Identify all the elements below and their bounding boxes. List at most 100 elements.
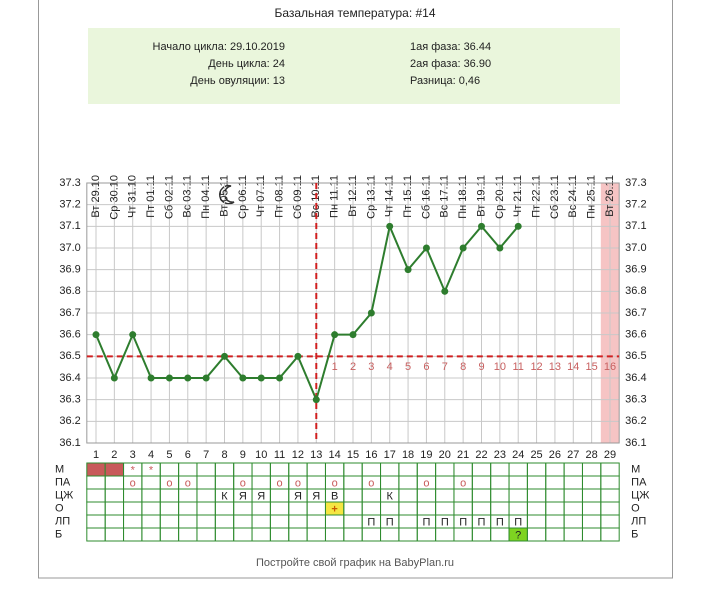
y-tick-label: 37.3 [59,177,80,189]
x-tick-label: Вс 24.11 [567,175,579,218]
y2-tick-label: 37.3 [625,177,646,189]
table-cell-text: o [130,477,136,489]
x-tick-label: Сб 23.11 [549,175,561,219]
table-cell-text: o [368,477,374,489]
row-label: О [55,502,64,514]
chart-title: Базальная температура: #14 [274,6,435,20]
x-tick-label: Вт 19.11 [475,175,487,217]
x-tick-label: Сб 02.11 [163,175,175,219]
day-number: 2 [111,449,117,461]
row-label-right: О [631,502,640,514]
footer: Постройте свой график на BabyPlan.ru [256,557,454,569]
x-tick-label: Вс 03.11 [182,175,194,218]
y-tick-label: 36.4 [59,372,80,384]
info-left: Начало цикла: 29.10.2019 [153,41,285,53]
day-number: 17 [384,449,396,461]
table-cell-text: П [367,516,375,528]
y-tick-label: 36.3 [59,394,80,406]
temperature-point [202,374,210,382]
y2-tick-label: 36.4 [625,372,646,384]
table-cell-text: ? [515,529,521,541]
x-tick-label: Пн 11.11 [329,175,341,218]
y2-tick-label: 37.2 [625,199,646,211]
x-tick-label: Вт 26.11 [604,175,616,217]
temperature-point [221,352,228,360]
y2-tick-label: 36.3 [625,394,646,406]
y2-tick-label: 36.6 [625,329,646,341]
row-label: М [55,463,64,475]
info-right: 2ая фаза: 36.90 [410,58,491,70]
table-cell-text: + [331,503,337,515]
table-cell-text: Я [239,490,247,502]
day-number: 25 [530,449,542,461]
table-cell-text: П [386,516,394,528]
y2-tick-label: 36.5 [625,350,646,362]
post-ovulation-day: 2 [350,361,356,373]
row-label-right: ЦЖ [631,489,649,501]
temperature-point [514,222,522,230]
post-ovulation-day: 10 [494,361,506,373]
table-cell [86,462,106,477]
post-ovulation-day: 14 [567,361,579,373]
x-tick-label: Пт 22.11 [530,175,542,218]
post-ovulation-day: 8 [460,361,466,373]
x-tick-label: Вт 29.10 [90,175,102,218]
temperature-point [404,266,412,274]
table-cell-text: П [496,516,504,528]
day-number: 6 [185,449,191,461]
x-tick-label: Сб 09.11 [292,175,304,219]
day-number: 3 [130,449,136,461]
row-label: Б [55,528,62,540]
post-ovulation-day: 1 [332,361,338,373]
day-number: 22 [475,449,487,461]
temperature-point [129,331,137,339]
day-number: 14 [329,449,341,461]
y-tick-label: 36.2 [59,415,80,427]
temperature-point [184,374,192,382]
y-tick-label: 36.6 [59,329,80,341]
temperature-point [294,352,302,360]
x-tick-label: Ср 06.11 [237,175,249,219]
x-tick-label: Ср 30.10 [108,175,120,220]
day-number: 26 [549,449,561,461]
x-tick-label: Пт 08.11 [273,175,285,218]
x-tick-label: Чт 07.11 [255,175,267,217]
y-tick-label: 37.0 [59,242,80,254]
table-cell-text: В [331,490,338,502]
row-label-right: М [631,463,640,475]
table-cell [600,527,620,542]
temperature-point [276,374,284,382]
post-ovulation-day: 5 [405,361,411,373]
day-number: 24 [512,449,524,461]
x-tick-label: Вт 05.11 [218,175,230,217]
y2-tick-label: 36.1 [625,437,646,449]
x-tick-label: Пн 18.11 [457,175,469,219]
day-number: 21 [457,449,469,461]
x-tick-label: Пн 04.11 [200,175,212,219]
row-label-right: Б [631,528,638,540]
day-number: 11 [274,449,285,461]
day-number: 1 [93,449,99,461]
y2-tick-label: 36.7 [625,307,646,319]
temperature-point [331,331,339,339]
y-tick-label: 37.1 [59,220,80,232]
day-number: 23 [494,449,506,461]
info-right: Разница: 0,46 [410,75,480,87]
temperature-point [422,244,430,252]
x-tick-label: Чт 14.11 [384,175,396,217]
temperature-point [478,222,485,230]
day-number: 19 [420,449,432,461]
post-ovulation-day: 16 [604,361,616,373]
info-right: 1ая фаза: 36.44 [410,41,491,53]
table-cell-text: * [149,464,154,476]
y-tick-label: 36.8 [59,285,80,297]
x-tick-label: Ср 20.11 [494,175,506,219]
table-cell-text: o [166,477,172,489]
table-cell-text: o [295,477,301,489]
y2-tick-label: 37.1 [625,220,646,232]
y-tick-label: 36.5 [59,350,80,362]
day-number: 13 [310,449,322,461]
day-number: 7 [203,449,209,461]
table-cell-text: П [459,516,467,528]
row-label-right: ПА [631,476,647,488]
